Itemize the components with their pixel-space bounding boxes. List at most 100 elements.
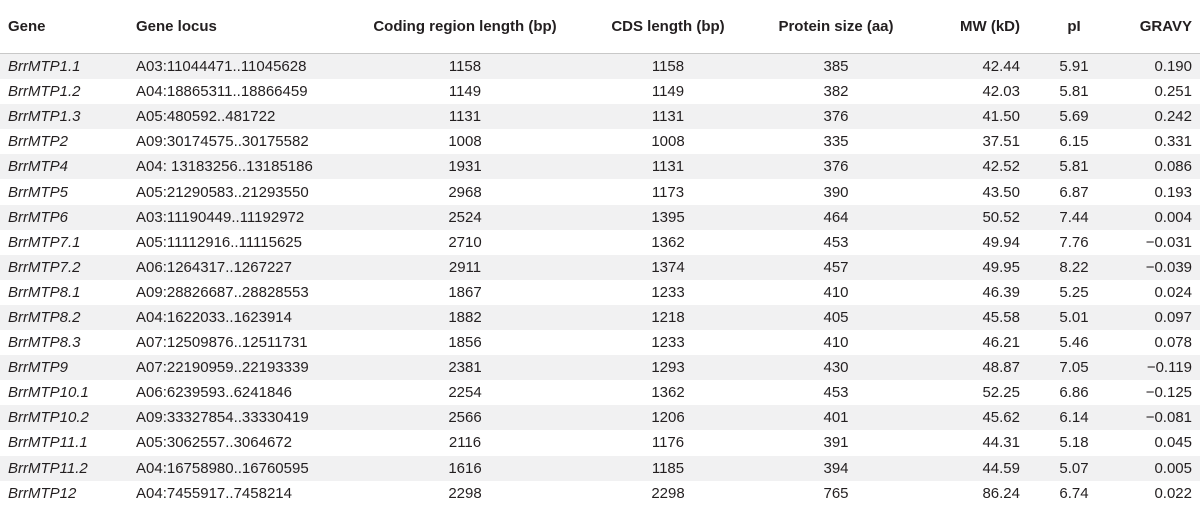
table-row: BrrMTP5 A05:21290583..21293550 2968 1173 390… (0, 179, 1200, 205)
cell-gene: BrrMTP10.1 (0, 380, 128, 406)
cell-gene: BrrMTP1.3 (0, 104, 128, 130)
cell-gene-locus: A05:11112916..11115625 (128, 229, 346, 255)
cell-mw: 42.44 (920, 53, 1042, 80)
cell-cds-length: 1131 (584, 104, 752, 130)
cell-pi: 5.81 (1042, 154, 1106, 180)
cell-gene-locus: A09:30174575..30175582 (128, 129, 346, 155)
cell-gene-locus: A04: 13183256..13185186 (128, 154, 346, 180)
cell-gene: BrrMTP11.2 (0, 455, 128, 481)
cell-gravy: 0.086 (1106, 154, 1200, 180)
cell-cds-length: 1176 (584, 430, 752, 456)
cell-gene-locus: A04:7455917..7458214 (128, 480, 346, 506)
table-row: BrrMTP7.1 A05:11112916..11115625 2710 1362 4… (0, 229, 1200, 255)
cell-gravy: 0.331 (1106, 129, 1200, 155)
cell-cds-length: 1206 (584, 405, 752, 431)
cell-protein-size: 453 (752, 229, 920, 255)
cell-protein-size: 405 (752, 304, 920, 331)
cell-cds-length: 1008 (584, 129, 752, 155)
cell-pi: 6.87 (1042, 179, 1106, 205)
cell-gene-locus: A05:21290583..21293550 (128, 179, 346, 205)
cell-protein-size: 453 (752, 380, 920, 406)
cell-coding-region-length: 1131 (346, 104, 584, 130)
cell-cds-length: 1158 (584, 53, 752, 80)
cell-mw: 46.21 (920, 330, 1042, 356)
cell-cds-length: 1233 (584, 279, 752, 305)
cell-coding-region-length: 1931 (346, 154, 584, 180)
cell-gene-locus: A06:1264317..1267227 (128, 254, 346, 280)
table-header-row: Gene Gene locus Coding region length (bp… (0, 0, 1200, 54)
table-row: BrrMTP9 A07:22190959..22193339 2381 1293 430… (0, 355, 1200, 381)
cell-pi: 6.15 (1042, 129, 1106, 155)
table-row: BrrMTP7.2 A06:1264317..1267227 2911 1374 457… (0, 254, 1200, 280)
cell-pi: 6.14 (1042, 405, 1106, 431)
cell-gene-locus: A07:12509876..12511731 (128, 330, 346, 356)
table-row: BrrMTP11.1 A05:3062557..3064672 2116 1176 39… (0, 430, 1200, 456)
cell-gene: BrrMTP1.2 (0, 79, 128, 105)
cell-coding-region-length: 2116 (346, 430, 584, 456)
cell-gene-locus: A05:480592..481722 (128, 104, 346, 130)
cell-pi: 5.01 (1042, 304, 1106, 331)
cell-mw: 45.62 (920, 405, 1042, 431)
cell-pi: 6.74 (1042, 480, 1106, 506)
cell-cds-length: 1362 (584, 380, 752, 406)
cell-mw: 86.24 (920, 480, 1042, 506)
cell-gravy: 0.078 (1106, 330, 1200, 356)
cell-gravy: 0.024 (1106, 279, 1200, 305)
cell-gravy: −0.119 (1106, 355, 1200, 381)
cell-gravy: −0.039 (1106, 254, 1200, 280)
cell-coding-region-length: 2254 (346, 380, 584, 406)
cell-gene-locus: A04:1622033..1623914 (128, 304, 346, 331)
cell-gene: BrrMTP8.2 (0, 304, 128, 331)
cell-mw: 37.51 (920, 129, 1042, 155)
cell-gravy: 0.242 (1106, 104, 1200, 130)
cell-cds-length: 1362 (584, 229, 752, 255)
cell-pi: 5.81 (1042, 79, 1106, 105)
cell-protein-size: 391 (752, 430, 920, 456)
cell-gene: BrrMTP1.1 (0, 53, 128, 80)
cell-protein-size: 765 (752, 480, 920, 506)
cell-protein-size: 385 (752, 53, 920, 80)
cell-coding-region-length: 2911 (346, 254, 584, 280)
cell-protein-size: 390 (752, 179, 920, 205)
cell-gravy: −0.081 (1106, 405, 1200, 431)
table-row: BrrMTP8.2 A04:1622033..1623914 1882 1218 405… (0, 304, 1200, 331)
cell-pi: 7.76 (1042, 229, 1106, 255)
cell-gene-locus: A05:3062557..3064672 (128, 430, 346, 456)
cell-gravy: 0.251 (1106, 79, 1200, 105)
header-coding-region-length: Coding region length (bp) (346, 0, 584, 54)
header-gene-locus: Gene locus (128, 0, 346, 54)
cell-protein-size: 394 (752, 455, 920, 481)
cell-pi: 7.05 (1042, 355, 1106, 381)
header-cds-length: CDS length (bp) (584, 0, 752, 54)
cell-pi: 5.18 (1042, 430, 1106, 456)
cell-gravy: 0.097 (1106, 304, 1200, 331)
table-body: BrrMTP1.1 A03:11044471..11045628 1158 1158 3… (0, 53, 1200, 506)
cell-pi: 5.69 (1042, 104, 1106, 130)
table-row: BrrMTP10.1 A06:6239593..6241846 2254 1362 45… (0, 380, 1200, 406)
table-row: BrrMTP2 A09:30174575..30175582 1008 1008 335… (0, 129, 1200, 155)
cell-gene: BrrMTP4 (0, 154, 128, 180)
cell-mw: 48.87 (920, 355, 1042, 381)
gene-table-container: Gene Gene locus Coding region length (bp… (0, 0, 1200, 506)
table-row: BrrMTP11.2 A04:16758980..16760595 1616 1185… (0, 455, 1200, 481)
cell-cds-length: 1293 (584, 355, 752, 381)
cell-gravy: −0.031 (1106, 229, 1200, 255)
cell-gravy: 0.022 (1106, 480, 1200, 506)
cell-coding-region-length: 1616 (346, 455, 584, 481)
cell-gene-locus: A09:33327854..33330419 (128, 405, 346, 431)
gene-properties-table: Gene Gene locus Coding region length (bp… (0, 0, 1200, 506)
cell-gravy: 0.005 (1106, 455, 1200, 481)
cell-protein-size: 401 (752, 405, 920, 431)
table-row: BrrMTP1.2 A04:18865311..18866459 1149 1149 3… (0, 79, 1200, 105)
cell-coding-region-length: 2381 (346, 355, 584, 381)
header-gravy: GRAVY (1106, 0, 1200, 54)
table-row: BrrMTP4 A04: 13183256..13185186 1931 1131 37… (0, 154, 1200, 180)
cell-mw: 46.39 (920, 279, 1042, 305)
cell-pi: 7.44 (1042, 204, 1106, 230)
cell-gene: BrrMTP8.1 (0, 279, 128, 305)
cell-pi: 5.46 (1042, 330, 1106, 356)
cell-coding-region-length: 1856 (346, 330, 584, 356)
table-row: BrrMTP8.1 A09:28826687..28828553 1867 1233 4… (0, 279, 1200, 305)
cell-pi: 8.22 (1042, 254, 1106, 280)
cell-cds-length: 1218 (584, 304, 752, 331)
